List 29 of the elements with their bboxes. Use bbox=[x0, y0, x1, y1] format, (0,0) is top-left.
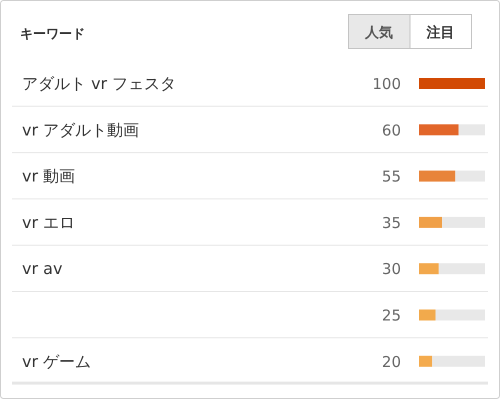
data-label: 100 bbox=[372, 75, 401, 93]
bar bbox=[419, 356, 432, 367]
bar bbox=[419, 310, 436, 320]
bar bbox=[436, 310, 485, 320]
data-label: 25 bbox=[382, 306, 401, 324]
data-label: 60 bbox=[382, 121, 401, 140]
bar bbox=[458, 124, 485, 136]
bar bbox=[419, 216, 442, 228]
bar bbox=[432, 356, 485, 367]
bar bbox=[419, 124, 459, 136]
bar bbox=[419, 263, 439, 274]
data-label: 35 bbox=[382, 214, 401, 232]
text: キーワード bbox=[20, 27, 85, 42]
y-tick-label: vr 動画 bbox=[22, 166, 76, 186]
y-tick-label: アダルト vr フェスタ bbox=[22, 74, 176, 93]
data-label: 30 bbox=[382, 260, 401, 278]
bar bbox=[419, 78, 485, 89]
data-label: 20 bbox=[382, 352, 401, 371]
y-tick-label: vr アダルト動画 bbox=[22, 120, 140, 140]
y-tick-label: vr ゲーム bbox=[22, 352, 92, 371]
bar bbox=[442, 216, 485, 228]
tab: 注目 bbox=[410, 14, 472, 49]
bar bbox=[455, 170, 485, 182]
bar bbox=[419, 170, 456, 182]
bar bbox=[438, 263, 485, 274]
y-tick-label: vr エロ bbox=[22, 212, 76, 232]
selected-tab: 人気 bbox=[348, 14, 410, 49]
data-label: 55 bbox=[382, 168, 401, 186]
y-tick-label: vr av bbox=[22, 259, 62, 278]
